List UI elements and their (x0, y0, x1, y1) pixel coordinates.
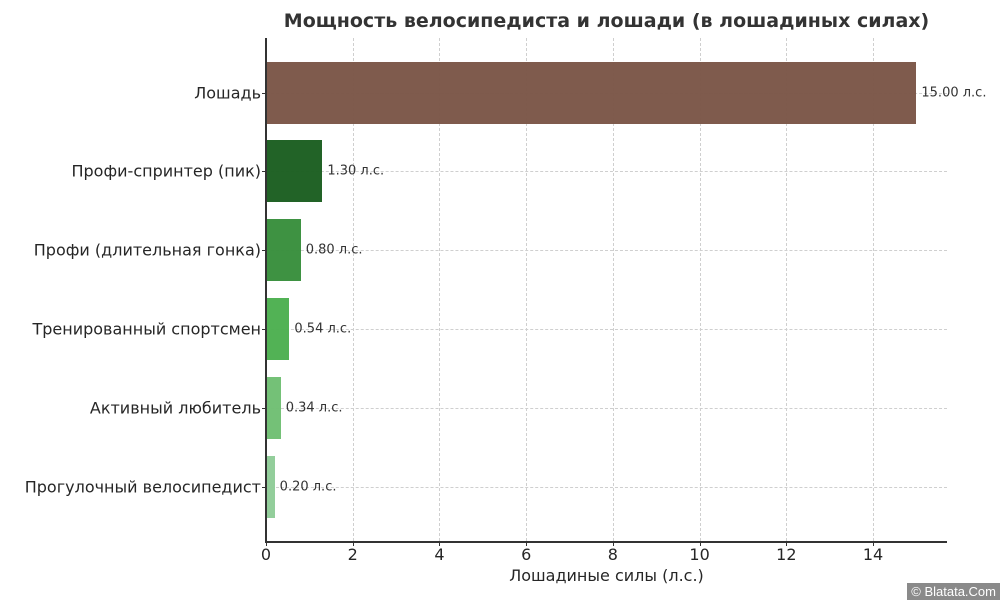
x-tick (526, 542, 528, 546)
bar (266, 62, 917, 124)
y-tick-label: Профи-спринтер (пик) (71, 161, 261, 181)
horizontal-gridline (266, 171, 947, 172)
x-tick-label: 10 (689, 545, 710, 564)
bar (266, 140, 323, 202)
x-tick-label: 4 (434, 545, 445, 564)
horizontal-gridline (266, 250, 947, 251)
x-tick (352, 542, 354, 546)
bar-value-label: 0.34 л.с. (285, 400, 343, 416)
y-tick (262, 93, 266, 94)
x-tick (873, 542, 875, 546)
x-tick-label: 14 (862, 545, 884, 564)
y-tick-label: Профи (длительная гонка) (33, 240, 261, 260)
vertical-gridline (873, 38, 875, 541)
bar (266, 298, 290, 360)
x-axis-label: Лошадиные силы (л.с.) (509, 566, 704, 585)
horizontal-gridline (266, 487, 947, 488)
watermark: © Blatata.Com (907, 583, 1000, 600)
chart-title: Мощность велосипедиста и лошади (в лошад… (283, 10, 930, 32)
x-tick-label: 2 (347, 545, 358, 564)
x-tick (612, 542, 614, 546)
plot-area: 15.00 л.с. 1.30 л.с. 0.80 л.с. 0.54 л.с. 0.3… (262, 38, 986, 541)
y-tick (262, 408, 266, 409)
horizontal-gridline (266, 329, 947, 330)
bar-value-label: 0.80 л.с. (305, 242, 363, 258)
horizontal-gridline (266, 408, 947, 409)
bar (266, 219, 301, 281)
y-tick-label: Лошадь (194, 83, 261, 103)
vertical-gridline (699, 38, 701, 541)
x-tick (786, 542, 788, 546)
bar (266, 377, 281, 439)
bar (266, 456, 275, 518)
x-tick (699, 542, 701, 546)
vertical-gridline (526, 38, 528, 541)
vertical-gridline (352, 38, 354, 541)
x-tick-label: 8 (607, 545, 618, 564)
x-tick-label: 6 (521, 545, 532, 564)
x-tick-label: 0 (260, 545, 272, 564)
x-tick (266, 542, 267, 546)
y-tick (262, 487, 266, 488)
y-tick (262, 250, 266, 251)
y-tick (262, 329, 266, 330)
y-tick-label: Прогулочный велосипедист (24, 477, 261, 497)
x-tick-label: 12 (776, 545, 797, 564)
bar-value-label: 0.20 л.с. (279, 479, 337, 495)
vertical-gridline (612, 38, 614, 541)
y-tick-label: Тренированный спортсмен (32, 319, 261, 339)
x-axis-line (265, 541, 947, 543)
x-tick (439, 542, 441, 546)
bar-value-label: 0.54 л.с. (294, 321, 352, 337)
bar-value-label: 15.00 л.с. (921, 85, 987, 101)
y-tick-label: Активный любитель (89, 398, 261, 418)
vertical-gridline (439, 38, 441, 541)
bar-value-label: 1.30 л.с. (327, 163, 385, 179)
y-tick (262, 171, 266, 172)
y-axis-line (265, 38, 267, 542)
vertical-gridline (786, 38, 788, 541)
